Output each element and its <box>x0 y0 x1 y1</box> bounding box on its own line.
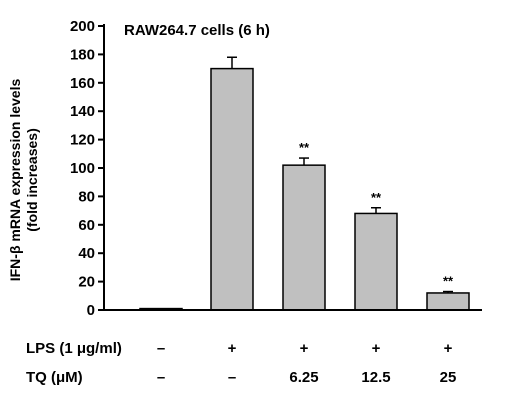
bar <box>426 292 470 311</box>
y-tick-label: 160 <box>70 75 95 92</box>
treatment-value: + <box>444 340 453 357</box>
y-tick-label: 40 <box>78 245 95 262</box>
y-axis-title-line1: IFN-β mRNA expression levels <box>7 79 23 282</box>
treatment-value: 12.5 <box>361 369 390 386</box>
y-tick-label: 100 <box>70 160 95 177</box>
y-axis-title-line2: (fold increases) <box>24 128 40 231</box>
bar <box>210 67 254 311</box>
y-tick-label: 60 <box>78 217 95 234</box>
y-axis-title: IFN-β mRNA expression levels (fold incre… <box>7 79 40 282</box>
significance-marker: ** <box>299 140 310 155</box>
treatment-value: 6.25 <box>289 369 318 386</box>
treatment-row-label: LPS (1 μg/ml) <box>26 340 122 357</box>
y-tick-label: 0 <box>87 302 95 319</box>
y-tick-label: 200 <box>70 18 95 35</box>
treatment-value: + <box>300 340 309 357</box>
chart-title: RAW264.7 cells (6 h) <box>124 22 270 39</box>
y-tick-label: 180 <box>70 46 95 63</box>
bar <box>282 164 326 311</box>
significance-marker: ** <box>371 190 382 205</box>
treatment-value: – <box>228 369 236 386</box>
axes <box>103 24 482 311</box>
treatment-value: + <box>372 340 381 357</box>
treatment-value: – <box>157 340 165 357</box>
treatment-row-label: TQ (μM) <box>26 369 83 386</box>
y-tick-label: 20 <box>78 274 95 291</box>
y-tick-label: 80 <box>78 188 95 205</box>
y-axis-ticks: 0 20 40 60 80 100 120 140 160 180 200 <box>70 18 104 319</box>
bar <box>354 212 398 311</box>
significance-marker: ** <box>443 274 454 289</box>
treatment-table: LPS (1 μg/ml) – + + + + TQ (μM) – – 6.25 12.5 25 <box>26 340 456 386</box>
bars: ** ** ** <box>139 56 470 311</box>
treatment-value: – <box>157 369 165 386</box>
treatment-value: 25 <box>440 369 457 386</box>
y-tick-label: 120 <box>70 132 95 149</box>
treatment-value: + <box>228 340 237 357</box>
y-tick-label: 140 <box>70 103 95 120</box>
